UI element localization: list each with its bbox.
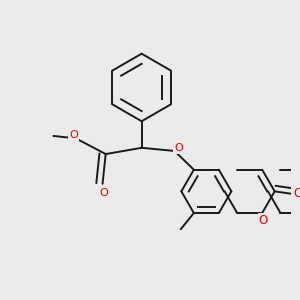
Text: O: O — [293, 187, 300, 200]
Text: O: O — [174, 143, 183, 153]
Text: O: O — [259, 214, 268, 227]
Text: O: O — [100, 188, 109, 197]
Text: O: O — [69, 130, 78, 140]
